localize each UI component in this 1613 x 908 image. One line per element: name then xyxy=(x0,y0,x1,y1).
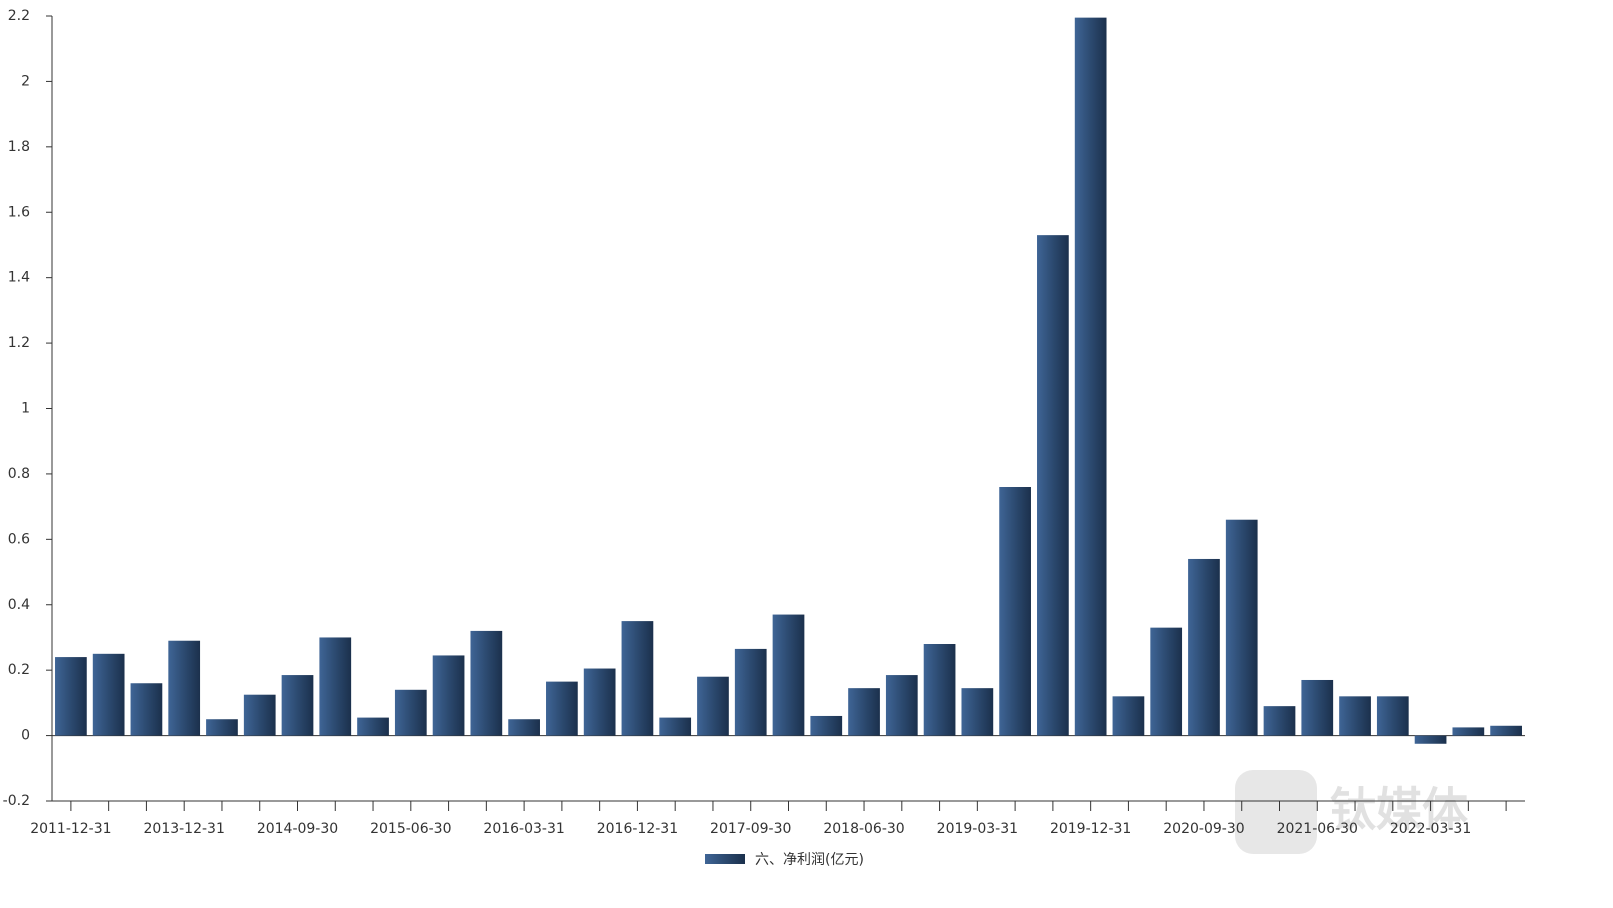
y-tick-label: 0 xyxy=(21,728,30,744)
bar xyxy=(92,653,125,736)
bar xyxy=(243,694,276,736)
x-tick-label: 2022-03-31 xyxy=(1390,821,1471,837)
x-tick-label: 2011-12-31 xyxy=(30,821,111,837)
bar xyxy=(659,717,692,736)
y-tick-label: 2 xyxy=(21,73,30,89)
y-tick-label: 1 xyxy=(21,401,30,417)
bar xyxy=(583,668,616,736)
bar xyxy=(357,717,389,736)
bar xyxy=(999,487,1031,736)
bar xyxy=(130,683,163,736)
bar xyxy=(1301,679,1334,736)
bar xyxy=(206,719,238,736)
bar xyxy=(168,640,201,736)
y-tick-label: 1.6 xyxy=(8,204,30,220)
bar xyxy=(885,675,918,736)
watermark-text: 钛媒体 xyxy=(1330,783,1468,837)
bar xyxy=(1376,696,1409,736)
y-tick-label: 1.2 xyxy=(8,335,30,351)
y-tick-label: 1.4 xyxy=(8,270,30,286)
x-tick-label: 2014-09-30 xyxy=(257,821,338,837)
bar xyxy=(55,657,87,736)
bar xyxy=(961,688,994,736)
y-tick-label: 0.4 xyxy=(8,597,30,613)
watermark: 钛媒体 xyxy=(1235,770,1468,854)
y-tick-label: 2.2 xyxy=(8,8,30,24)
bar xyxy=(394,689,427,736)
x-tick-label: 2015-06-30 xyxy=(370,821,451,837)
bar xyxy=(621,621,654,736)
bar xyxy=(508,719,540,736)
y-tick-label: 1.8 xyxy=(8,139,30,155)
y-tick-label: 0.8 xyxy=(8,466,30,482)
bar xyxy=(546,681,578,736)
bar xyxy=(1490,725,1522,736)
bar xyxy=(319,637,352,736)
bar xyxy=(1339,696,1371,736)
bar xyxy=(810,715,843,736)
bar xyxy=(697,676,729,736)
bar xyxy=(1414,735,1447,744)
x-tick-label: 2021-06-30 xyxy=(1277,821,1358,837)
bar xyxy=(734,648,767,736)
watermark-logo xyxy=(1235,770,1317,854)
bar xyxy=(1452,727,1485,736)
y-tick-label: 0.6 xyxy=(8,531,30,547)
x-tick-label: 2016-03-31 xyxy=(483,821,564,837)
bar xyxy=(470,630,503,736)
x-tick-label: 2019-12-31 xyxy=(1050,821,1131,837)
bar xyxy=(1225,519,1258,736)
x-tick-label: 2017-09-30 xyxy=(710,821,791,837)
x-tick-label: 2013-12-31 xyxy=(144,821,225,837)
bar xyxy=(1188,558,1220,736)
bar xyxy=(281,675,314,736)
bar xyxy=(772,614,805,736)
y-tick-label: -0.2 xyxy=(3,793,30,809)
bar xyxy=(1263,706,1296,736)
legend-swatch xyxy=(705,854,745,864)
x-tick-label: 2016-12-31 xyxy=(597,821,678,837)
bar xyxy=(923,644,956,736)
bar xyxy=(1150,627,1183,736)
x-tick-label: 2020-09-30 xyxy=(1163,821,1244,837)
legend-label: 六、净利润(亿元) xyxy=(755,852,864,868)
bar xyxy=(1112,696,1145,736)
bar xyxy=(848,688,880,736)
bar xyxy=(432,655,465,736)
bar xyxy=(1037,235,1069,736)
x-tick-label: 2019-03-31 xyxy=(937,821,1018,837)
bar xyxy=(1074,17,1107,736)
x-tick-label: 2018-06-30 xyxy=(823,821,904,837)
y-tick-label: 0.2 xyxy=(8,662,30,678)
